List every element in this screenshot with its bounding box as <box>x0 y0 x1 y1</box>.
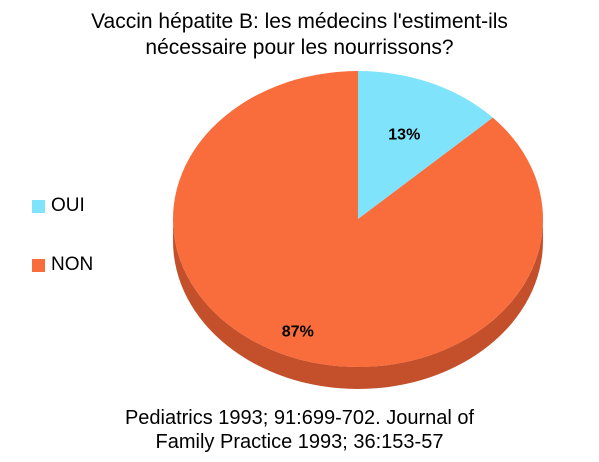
chart-title-line-1: Vaccin hépatite B: les médecins l'estime… <box>91 10 508 33</box>
legend-label-oui: OUI <box>51 195 85 216</box>
pie-label-oui: 13% <box>388 126 420 143</box>
legend-swatch-oui <box>32 199 45 213</box>
source-line-1: Pediatrics 1993; 91:699-702. Journal of <box>124 407 475 429</box>
chart-legend: OUI NON <box>32 193 93 311</box>
pie-label-non: 87% <box>282 323 314 340</box>
chart-title-line-2: nécessaire pour les nourrissons? <box>145 36 454 59</box>
pie-slice-oui <box>358 71 493 219</box>
pie-slice-non <box>173 71 543 367</box>
source-line-2: Family Practice 1993; 36:153-57 <box>155 431 444 453</box>
source-citation: Pediatrics 1993; 91:699-702. Journal of … <box>0 406 599 454</box>
legend-swatch-non <box>32 258 45 272</box>
chart-title: Vaccin hépatite B: les médecins l'estime… <box>0 9 599 61</box>
legend-item-non: NON <box>32 252 93 278</box>
legend-label-non: NON <box>51 254 94 275</box>
legend-item-oui: OUI <box>32 193 93 219</box>
